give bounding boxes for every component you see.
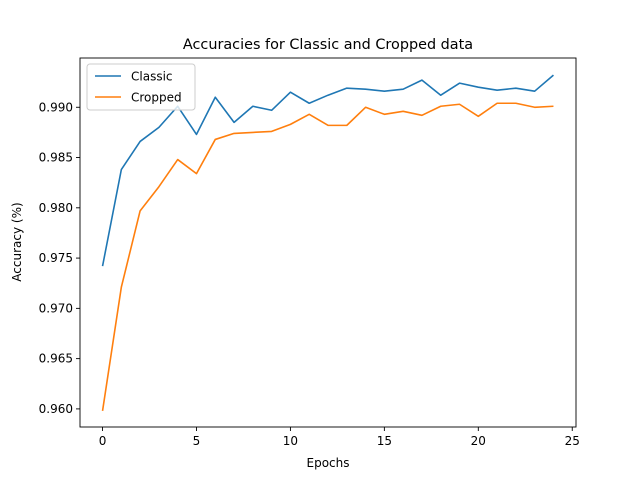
chart-title: Accuracies for Classic and Cropped data [183,37,473,53]
y-tick-label: 0.970 [39,301,73,315]
x-tick-label: 0 [99,434,107,448]
x-axis-label: Epochs [307,456,350,470]
legend-label-classic: Classic [131,70,173,84]
x-tick-label: 25 [565,434,580,448]
y-tick-label: 0.965 [39,352,73,366]
y-axis-label: Accuracy (%) [10,202,24,281]
x-tick-label: 5 [193,434,201,448]
y-tick-label: 0.990 [39,100,73,114]
legend-label-cropped: Cropped [131,91,182,105]
x-tick-label: 10 [283,434,298,448]
y-tick-label: 0.980 [39,201,73,215]
series-line-cropped [101,102,554,412]
y-tick-label: 0.960 [39,402,73,416]
axes-frame [79,57,577,428]
x-tick-label: 20 [471,434,486,448]
y-tick-label: 0.985 [39,151,73,165]
legend: Classic Cropped [86,63,196,111]
plot-area: 0 5 10 15 20 25 0.960 0.965 0.970 0.975 0.980 0.985… [39,57,580,448]
y-tick-label: 0.975 [39,251,73,265]
x-tick-label: 15 [377,434,392,448]
